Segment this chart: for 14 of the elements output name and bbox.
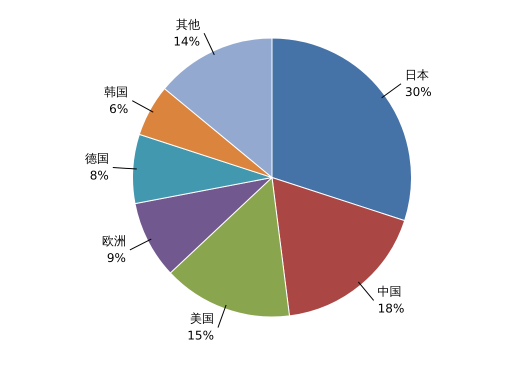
data-label: 6% xyxy=(109,102,128,116)
data-label: 8% xyxy=(90,168,109,183)
slice-label: 欧洲 xyxy=(102,234,126,248)
data-label: 30% xyxy=(405,84,432,99)
slice-label: 韩国 xyxy=(104,84,128,99)
data-label: 18% xyxy=(378,302,404,316)
slice-label: 德国 xyxy=(84,152,109,166)
data-label: 15% xyxy=(187,328,214,343)
slice-label: 其他 xyxy=(176,17,200,32)
data-label: 14% xyxy=(173,34,200,48)
slice-label: 中国 xyxy=(378,284,402,299)
slice-label: 美国 xyxy=(190,312,214,326)
data-label: 9% xyxy=(106,251,126,266)
slice-label: 日本 xyxy=(405,68,430,82)
